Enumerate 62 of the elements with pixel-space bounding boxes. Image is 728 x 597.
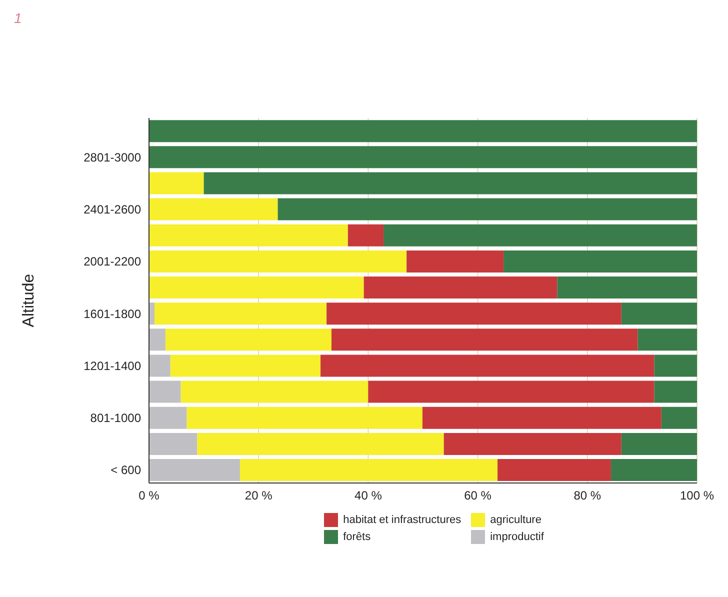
y-tick-label: 2001-2200 [84,254,142,269]
bar [331,328,638,351]
x-tick-label: 80 % [574,488,602,503]
bar [278,198,697,220]
bar [149,459,240,482]
bar [149,354,170,377]
bar [326,302,622,325]
bar [621,432,697,455]
text: 1 [14,10,22,26]
bar [170,354,321,377]
bar [149,224,348,246]
bar [498,459,611,482]
bar [384,224,697,246]
bar [149,432,198,455]
bar [149,406,187,429]
y-tick-label: 2401-2600 [84,202,142,217]
bar [444,432,622,455]
bar [320,354,654,377]
bar [654,354,697,377]
y-axis-title: Altitude [20,274,38,328]
legend-label: forêts [343,531,371,543]
bar [165,328,332,351]
bar [149,250,407,272]
bar [654,380,697,403]
legend-label: agriculture [490,514,542,526]
bar [348,224,384,246]
y-tick-label: 801-1000 [90,411,142,426]
y-tick-label: 1601-1800 [84,306,142,321]
bar [186,406,422,429]
bar [149,302,154,325]
bar [661,406,697,429]
bar [610,459,697,482]
bar [149,276,364,299]
x-tick-label: 60 % [464,488,492,503]
x-tick-label: 20 % [244,488,273,503]
bar [406,250,504,272]
bar [368,380,654,403]
bar [154,302,327,325]
legend-label: improductif [490,531,544,543]
bar [240,459,498,482]
x-tick-label: 0 % [138,488,160,503]
x-tick-label: 40 % [354,488,382,503]
bar [149,198,278,220]
bar [197,432,444,455]
bar [364,276,558,299]
bar [149,380,181,403]
bar [149,172,204,194]
x-tick-label: 100 % [680,488,714,503]
bar [204,172,697,194]
bar [149,328,166,351]
bar [504,250,697,272]
bar [638,328,697,351]
bar [621,302,697,325]
y-tick-label: 2801-3000 [84,150,142,164]
bar [180,380,368,403]
y-tick-label: 1201-1400 [84,358,142,373]
y-tick-label: < 600 [110,463,142,478]
legend-label: habitat et infrastructures [343,514,462,526]
bar [149,146,697,168]
bar [557,276,697,299]
bar [149,120,697,142]
bar [422,406,662,429]
